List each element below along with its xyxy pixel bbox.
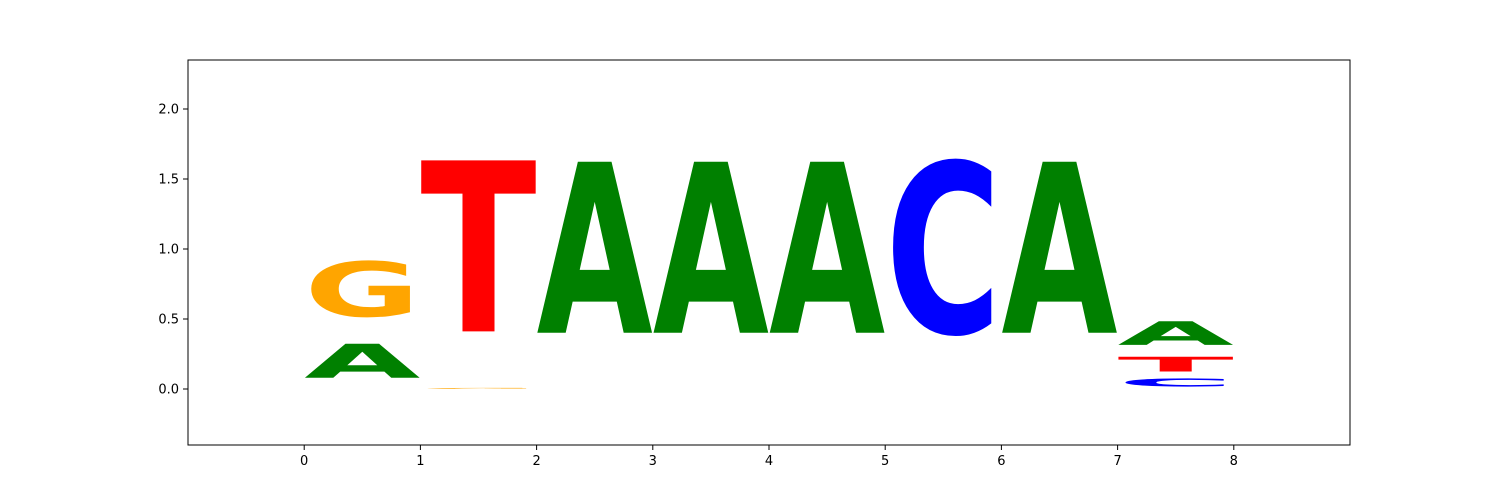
logo-letter-A-pos-0: A [304,335,420,389]
y-tick-label: 2.0 [158,103,179,118]
axis-ticks: 0 1 2 3 4 5 6 7 8 0.0 0.5 1.0 1.5 2.0 [158,103,1238,470]
x-tick-label: 3 [649,454,657,469]
logo-letter-T-pos-7: T [1118,353,1235,377]
logo-letter-T-pos-1: T [420,115,536,387]
logo-letter-G-pos-0: G [304,247,420,335]
x-tick-label: 1 [416,454,424,469]
logo-letter-A-pos-6: A [1001,116,1117,389]
y-tick-label: 0.5 [158,313,179,328]
x-tick-label: 4 [765,454,773,469]
x-tick-label: 2 [532,454,540,469]
x-tick-label: 5 [881,454,889,469]
logo-letter-A-pos-2: A [537,116,653,389]
x-tick-label: 0 [300,454,308,469]
y-tick-label: 1.0 [158,243,179,258]
logo-letter-A-pos-3: A [653,116,769,389]
x-tick-label: 6 [997,454,1005,469]
y-tick-label: 1.5 [158,173,179,188]
y-tick-label: 0.0 [158,383,179,398]
plot-area-frame [187,59,1351,446]
logo-letter-A-pos-7: A [1118,315,1234,353]
logo-letter-C-pos-7: C [1118,377,1234,389]
x-tick-label: 7 [1113,454,1121,469]
logo-letter-C-pos-5: C [885,116,1001,389]
logo-letter-A-pos-4: A [769,116,885,389]
logo-letter-G-pos-1: G [420,388,536,389]
x-tick-label: 8 [1230,454,1238,469]
